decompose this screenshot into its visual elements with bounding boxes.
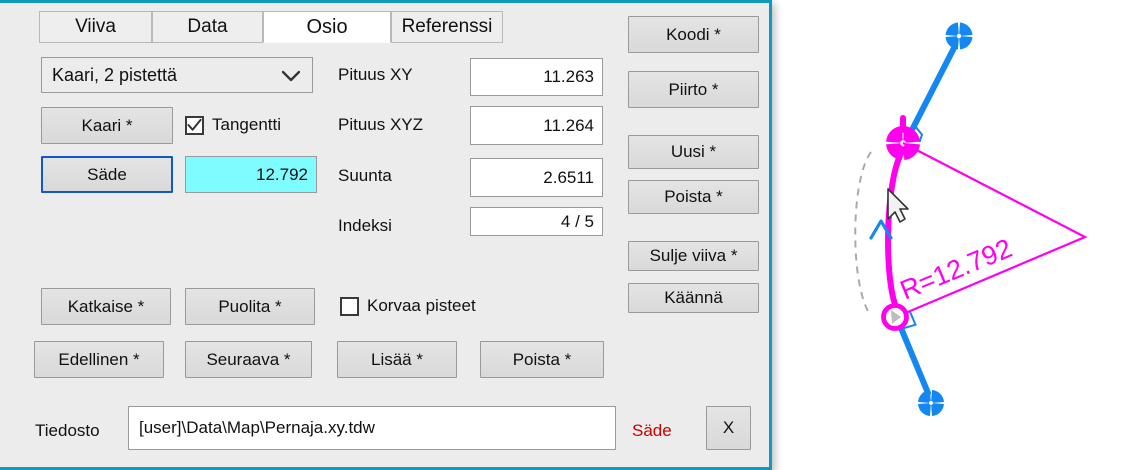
svg-text:R=12.792: R=12.792 — [896, 233, 1016, 306]
